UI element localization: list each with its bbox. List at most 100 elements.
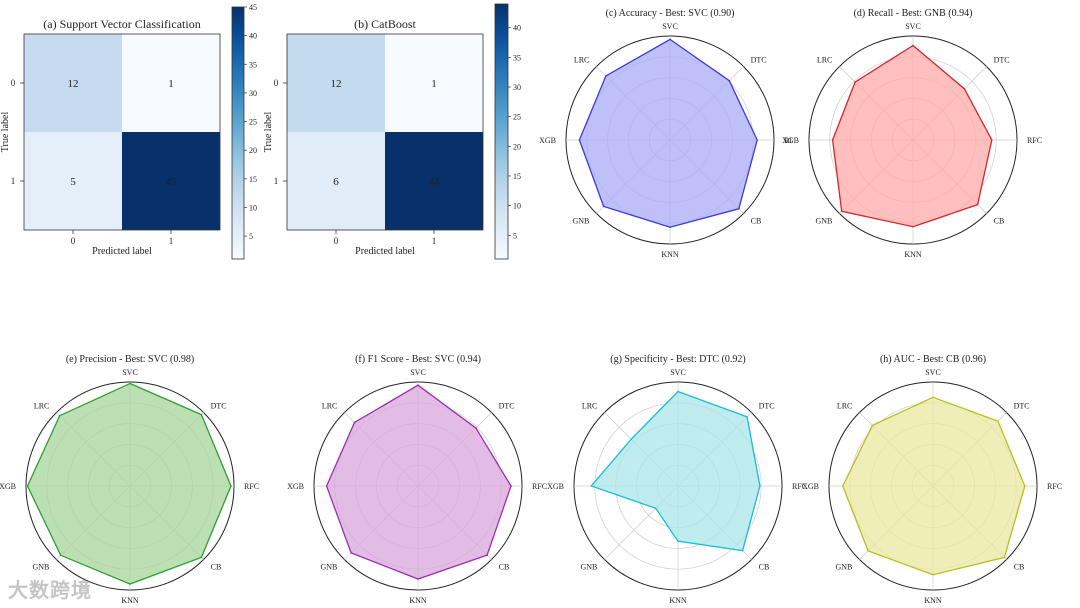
colorbar-tick-label: 45 [249,3,257,12]
cm-cell [287,132,385,230]
radar-axis-label: XGB [287,482,304,491]
colorbar-tick-label: 15 [249,175,257,184]
cm-cell-value: 1 [168,78,174,90]
cm-cell [385,132,483,230]
radar-axis-label: XGB [539,136,556,145]
radar-axis-label: GNB [580,563,597,572]
radar-point [854,81,856,83]
radar-point [932,396,934,399]
colorbar-tick-label: 5 [513,231,517,240]
radar-axis-label: DTC [994,55,1010,64]
cm-cell [24,34,122,132]
colorbar-tick-label: 10 [249,203,257,212]
radar-axis-label: KNN [409,596,427,605]
radar-point [200,556,203,559]
radar-axis-label: RFC [1027,136,1042,145]
radar-axis-label: DTC [759,401,775,410]
radar-point [912,225,914,228]
radar-axis-label: GNB [572,217,589,226]
radar-point [602,205,605,208]
colorbar [494,3,509,260]
cm-cell-value: 44 [429,176,441,188]
radar-axis-label: CB [499,563,510,572]
cm-cell-value: 12 [331,78,342,90]
radar-point [605,75,607,77]
cm-cell-value: 45 [166,176,178,188]
colorbar-tick-label: 30 [249,89,257,98]
radar-axis-label: LRC [34,401,50,410]
radar-axis-label: KNN [904,250,922,259]
radar-axis-label: GNB [320,563,337,572]
radar-point [669,226,671,229]
radar-point [990,139,993,141]
cm-x-tick-label: 1 [169,236,174,246]
radar-axis-label: CB [211,563,222,572]
radar-point [325,485,328,487]
radar-point [475,427,477,429]
cm-y-tick-label: 1 [274,176,279,186]
radar-point [200,413,203,416]
radar-point [486,554,488,556]
radar-point [932,573,934,576]
radar-axis-label: RFC [1047,482,1062,491]
radar-axis-label: SVC [122,368,138,377]
colorbar-tick-label: 30 [513,83,521,92]
cm-cell-value: 5 [70,176,76,188]
radar-axis-label: RFC [532,482,547,491]
radar-title: (f) F1 Score - Best: SVC (0.94) [355,354,481,365]
cm-xlabel: Predicted label [92,246,152,257]
radar-title: (c) Accuracy - Best: SVC (0.90) [606,8,735,19]
radar-point [867,550,869,552]
radar-point [353,421,356,424]
cm-title: (b) CatBoost [354,17,416,31]
cm-ylabel: True label [0,112,11,153]
cm-cell [122,34,220,132]
cm-x-tick-label: 0 [71,236,76,246]
radar-point [737,207,740,210]
radar-point [912,44,914,47]
radar-axis-label: SVC [410,368,426,377]
radar-point [976,203,979,206]
cm-x-tick-label: 0 [334,236,339,246]
colorbar-tick-label: 10 [513,202,521,211]
radar-point [871,424,874,427]
radar-point [841,485,844,487]
radar-point [756,139,759,141]
radar-point [350,552,352,554]
radar-axis-label: XGB [802,482,819,491]
radar-axis-label: RFC [244,482,259,491]
radar-point [677,390,679,393]
radar-axis-label: CB [759,563,770,572]
colorbar-tick-label: 35 [513,53,521,62]
radar-point [129,382,131,385]
radar-point [677,540,679,542]
radar-point [741,549,744,552]
cm-frame [286,33,484,231]
radar-axis-label: KNN [669,596,687,605]
radar-point [1003,556,1006,559]
radar-point [26,485,29,487]
radar-axis-label: LRC [817,55,833,64]
radar-title: (h) AUC - Best: CB (0.96) [880,354,986,365]
radar-axis-label: XGB [547,482,564,491]
cm-y-tick-label: 0 [11,78,16,88]
watermark-text: 大数跨境 [8,578,92,602]
radar-axis-label: DTC [751,55,767,64]
radar-point [578,139,581,141]
radar-axis-label: LRC [582,401,598,410]
radar-axis-label: KNN [661,250,679,259]
radar-axis-label: LRC [322,401,338,410]
radar-axis-label: XGB [782,136,799,145]
radar-axis-label: DTC [211,401,227,410]
radar-axis-label: SVC [670,368,686,377]
cm-cell-value: 1 [431,78,437,90]
radar-axis-label: GNB [835,563,852,572]
cm-ylabel: True label [263,112,274,153]
radar-point [831,139,834,141]
cm-cell [24,132,122,230]
radar-axis-label: KNN [121,596,139,605]
radar-point [1023,485,1026,487]
colorbar-tick-label: 20 [249,146,257,155]
radar-point [997,420,999,422]
